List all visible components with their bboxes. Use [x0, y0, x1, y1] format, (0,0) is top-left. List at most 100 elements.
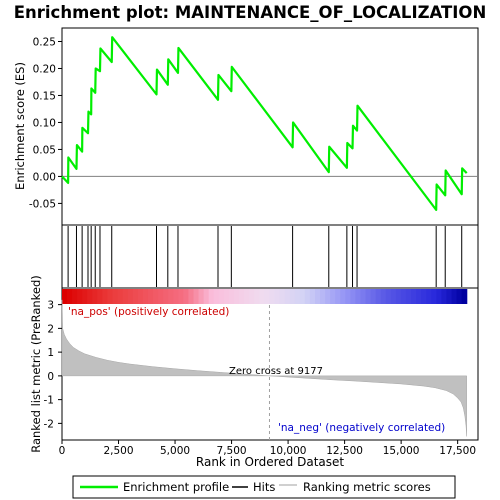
color-bar-segment: [330, 289, 336, 304]
legend-box: [72, 475, 456, 499]
color-bar-segment: [340, 289, 346, 304]
color-bar-segment: [249, 289, 255, 304]
color-bar-segment: [385, 289, 392, 304]
x-axis-label: Rank in Ordered Dataset: [196, 455, 344, 469]
color-bar-segment: [188, 289, 195, 304]
color-bar-segment: [218, 289, 225, 304]
color-bar-segment: [350, 289, 357, 304]
color-bar-segment: [168, 289, 174, 304]
metric-y-axis-label: Ranked list metric (PreRanked): [29, 275, 43, 453]
es-y-tick-label: 0.05: [33, 144, 56, 156]
metric-y-tick-label: -1: [44, 395, 54, 407]
es-panel: -0.05 0.00 0.05 0.10 0.15 0.20 0.25 Enrichment…: [13, 27, 479, 226]
metric-y-tick-label: -2: [44, 418, 54, 430]
metric-y-tick-label: 2: [47, 323, 54, 335]
color-bar-segment: [203, 289, 210, 304]
color-bar-segment: [355, 289, 362, 304]
color-bar-segment: [117, 289, 124, 304]
color-bar-segment: [213, 289, 220, 304]
color-bar-segment: [274, 289, 281, 304]
legend-label-hits: Hits: [253, 480, 275, 494]
x-tick-label: 0: [59, 445, 66, 457]
color-bar-segment: [294, 289, 301, 304]
color-bar-segment: [163, 289, 169, 304]
color-bar-segment: [421, 289, 427, 304]
color-bar-segment: [284, 289, 291, 304]
es-y-axis: -0.05 0.00 0.05 0.10 0.15 0.20 0.25: [29, 36, 62, 210]
color-bar-segment: [122, 289, 129, 304]
color-bar-segment: [390, 289, 397, 304]
x-tick-label: 12,500: [326, 445, 363, 457]
metric-x-axis: 0 2,500 5,000 7,500 10,000 12,500 15,000 17,500: [59, 440, 476, 457]
color-bar-segment: [62, 289, 68, 304]
color-bar-segment: [127, 289, 134, 304]
es-y-tick-label: 0.10: [33, 117, 56, 129]
color-bar-segment: [173, 289, 179, 304]
color-bar-segment: [335, 289, 341, 304]
color-bar-segment: [77, 289, 83, 304]
legend: Enrichment profile Hits Ranking metric s…: [72, 475, 456, 499]
x-tick-label: 10,000: [270, 445, 307, 457]
color-bar-segment: [244, 289, 250, 304]
color-bar-segment: [456, 289, 463, 304]
color-bar-segment: [309, 289, 316, 304]
color-bar-segment: [395, 289, 402, 304]
color-bar-segment: [254, 289, 260, 304]
color-bar-segment: [259, 289, 265, 304]
color-bar-segment: [208, 289, 215, 304]
color-bar-segment: [82, 289, 88, 304]
color-bar-segment: [87, 289, 93, 304]
es-y-tick-label: 0.25: [33, 36, 56, 48]
color-bar-segment: [405, 289, 412, 304]
legend-label-metric: Ranking metric scores: [303, 480, 431, 494]
color-bar-segment: [441, 289, 448, 304]
color-bar-segment: [233, 289, 240, 304]
color-bar-segment: [193, 289, 200, 304]
hits-area: [61, 224, 479, 289]
color-bar-segment: [198, 289, 205, 304]
color-bar-segment: [178, 289, 185, 304]
metric-y-tick-label: 1: [47, 347, 54, 359]
color-bar-segment: [416, 289, 422, 304]
color-bar-segment: [400, 289, 407, 304]
legend-label-enrichment: Enrichment profile: [123, 480, 229, 494]
color-bar-segment: [102, 289, 109, 304]
color-bar-segment: [461, 289, 468, 304]
color-bar-segment: [132, 289, 139, 304]
color-bar-segment: [67, 289, 73, 304]
color-bar-segment: [299, 289, 306, 304]
color-bar-segment: [223, 289, 230, 304]
color-bar-segment: [269, 289, 276, 304]
metric-y-axis: -2 -1 0 1 2 3: [44, 300, 62, 430]
color-bar-segment: [279, 289, 286, 304]
rank-color-bar: [62, 289, 468, 304]
metric-y-tick-label: 3: [47, 300, 54, 312]
color-bar-segment: [345, 289, 351, 304]
zero-cross-label: Zero cross at 9177: [229, 366, 323, 377]
metric-panel: -2 -1 0 1 2 3 0 2,500 5,000 7,500 10,000 12,500 15,…: [29, 275, 479, 469]
neg-correlated-label: 'na_neg' (negatively correlated): [278, 422, 445, 434]
color-bar-segment: [72, 289, 78, 304]
color-bar-segment: [436, 289, 443, 304]
color-bar-segment: [304, 289, 311, 304]
color-bar-segment: [97, 289, 104, 304]
color-bar-segment: [112, 289, 119, 304]
color-bar-segment: [360, 289, 367, 304]
es-y-tick-label: 0.00: [33, 171, 56, 183]
es-y-tick-label: 0.15: [33, 90, 56, 102]
color-bar-segment: [451, 289, 458, 304]
color-bar-segment: [431, 289, 437, 304]
pos-correlated-label: 'na_pos' (positively correlated): [68, 306, 229, 318]
ranking-metric-area: [61, 299, 467, 437]
x-tick-label: 2,500: [103, 445, 133, 457]
es-y-tick-label: 0.20: [33, 63, 56, 75]
color-bar-segment: [228, 289, 235, 304]
x-tick-label: 7,500: [217, 445, 247, 457]
color-bar-segment: [325, 289, 331, 304]
color-bar-segment: [147, 289, 154, 304]
color-bar-segment: [370, 289, 377, 304]
color-bar-segment: [426, 289, 432, 304]
x-tick-label: 5,000: [160, 445, 190, 457]
color-bar-segment: [375, 289, 382, 304]
